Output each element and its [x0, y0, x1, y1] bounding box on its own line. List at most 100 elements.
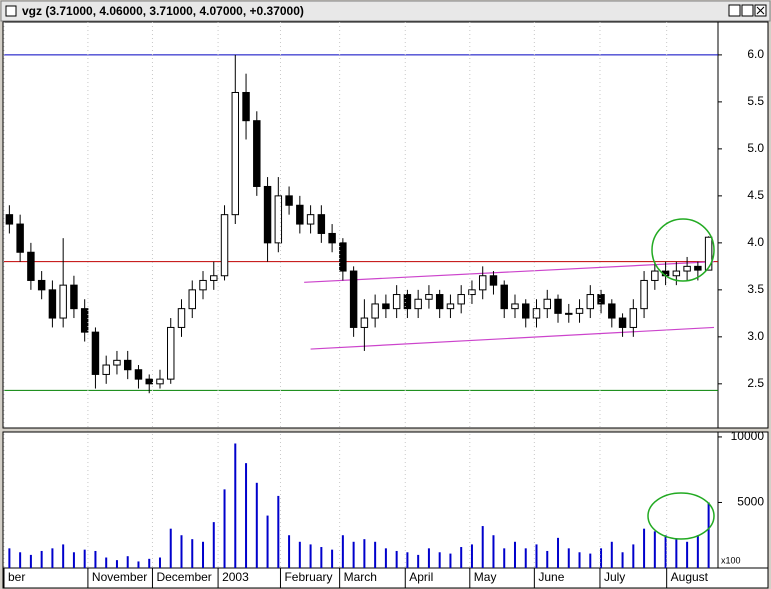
volume-bar	[374, 541, 377, 568]
volume-bar	[363, 539, 366, 568]
candle-body	[242, 91, 250, 122]
candle-body	[414, 298, 422, 310]
volume-bar	[621, 552, 624, 568]
y-tick-label: 5.0	[747, 141, 764, 155]
minimize-button[interactable]	[728, 4, 741, 17]
volume-bar	[266, 515, 269, 568]
title-bar	[0, 0, 771, 22]
candle-body	[80, 308, 89, 333]
volume-bar	[158, 557, 161, 568]
volume-bar	[395, 550, 398, 568]
candle-body	[5, 214, 14, 225]
candle-body	[457, 294, 465, 305]
y-tick-label: 4.0	[747, 235, 764, 249]
candle-body	[167, 326, 175, 380]
volume-bar	[137, 561, 140, 568]
candle-body	[500, 284, 508, 310]
volume-bar	[180, 535, 183, 568]
x-tick-label: August	[671, 570, 709, 584]
y-tick-label: 3.0	[747, 329, 764, 343]
volume-bar	[707, 502, 710, 568]
x-tick-label: July	[604, 570, 625, 584]
volume-bar	[51, 548, 54, 568]
volume-bar	[557, 537, 560, 568]
candle-body	[672, 270, 681, 277]
candle-body	[296, 204, 304, 225]
candle-body	[608, 303, 616, 319]
candle-body	[478, 275, 487, 291]
candle-body	[446, 303, 455, 310]
volume-bar	[309, 544, 312, 568]
candle-body	[253, 120, 261, 187]
candle-body	[543, 298, 551, 310]
candle-body	[371, 303, 379, 319]
candle-body	[511, 303, 519, 310]
candle-body	[263, 185, 272, 244]
y-tick-label: 10000	[731, 429, 765, 443]
x-tick-label: May	[474, 570, 497, 584]
candle-body	[177, 308, 186, 328]
x-tick-label: ber	[8, 570, 25, 584]
candle-body	[403, 294, 412, 310]
volume-bar	[331, 549, 334, 568]
volume-bar	[341, 535, 344, 568]
candle-body	[231, 91, 240, 216]
candle-body	[113, 359, 121, 366]
y-tick-label: 6.0	[747, 47, 764, 61]
volume-bar	[277, 495, 280, 568]
y-tick-label: 3.5	[747, 282, 764, 296]
volume-bar	[427, 548, 430, 568]
volume-bar	[94, 550, 97, 568]
x-tick-label: February	[284, 570, 332, 584]
y-tick-label: 4.5	[747, 188, 764, 202]
highlight-circle	[651, 218, 715, 282]
trend-line	[304, 261, 715, 283]
candle-body	[188, 289, 196, 310]
volume-bar	[72, 552, 75, 568]
volume-bar	[567, 548, 570, 568]
candle-body	[392, 294, 401, 310]
volume-bar	[653, 531, 656, 568]
candle-body	[220, 214, 229, 277]
candle-body	[435, 294, 444, 310]
volume-bar	[664, 535, 667, 568]
maximize-button[interactable]	[741, 4, 754, 17]
volume-bar	[105, 557, 108, 568]
candle-body	[37, 279, 46, 291]
candle-body	[629, 308, 638, 328]
volume-bar	[212, 522, 215, 568]
candle-body	[586, 294, 595, 310]
volume-bar	[40, 550, 43, 568]
candle-body	[694, 265, 702, 271]
volume-bar	[29, 554, 32, 568]
candle-body	[575, 308, 584, 314]
volume-bar	[589, 553, 592, 568]
candle-body	[554, 298, 562, 314]
window-icon[interactable]	[5, 5, 17, 17]
volume-bar	[83, 549, 86, 568]
x-tick-label: June	[538, 570, 564, 584]
candle-body	[328, 232, 336, 244]
volume-bar	[696, 535, 699, 568]
candle-body	[360, 317, 369, 328]
candle-body	[597, 294, 605, 305]
candle-body	[156, 378, 164, 385]
highlight-circle	[647, 492, 715, 540]
candle-body	[91, 331, 100, 375]
volume-bar	[449, 553, 452, 568]
volume-bar	[686, 541, 689, 568]
price-panel	[2, 21, 769, 429]
volume-bar	[503, 548, 506, 568]
volume-bar	[513, 541, 516, 568]
volume-bar	[255, 482, 258, 568]
volume-bar	[535, 544, 538, 568]
candle-body	[704, 236, 713, 271]
window-title: vgz (3.71000, 4.06000, 3.71000, 4.07000,…	[22, 4, 304, 18]
volume-bar	[223, 489, 226, 568]
candle-body	[16, 223, 24, 253]
volume-bar	[245, 463, 248, 568]
volume-bar	[352, 541, 355, 568]
y-tick-label: 2.5	[747, 376, 764, 390]
candle-body	[640, 279, 648, 310]
